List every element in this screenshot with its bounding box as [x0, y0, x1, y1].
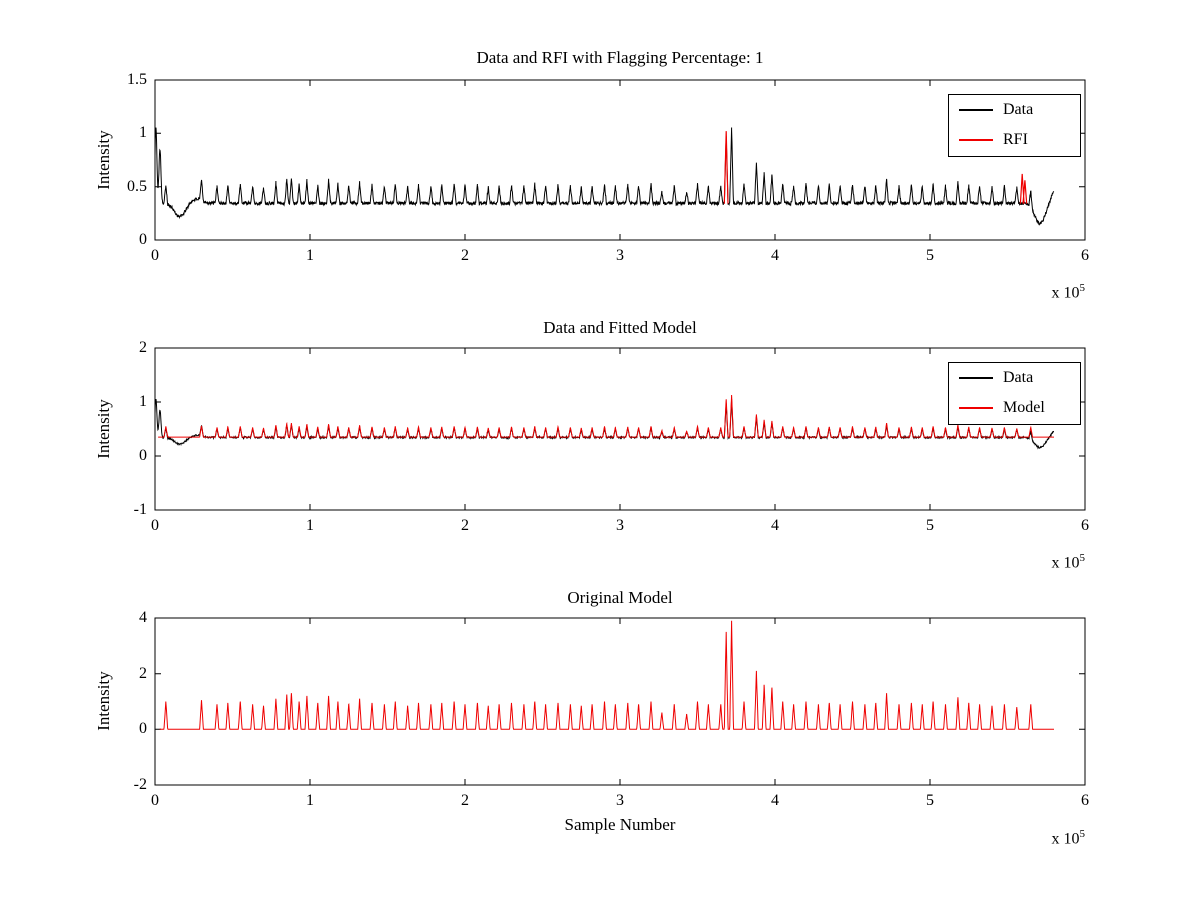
- tick-label: 5: [926, 517, 934, 534]
- tick-label: 4: [771, 517, 779, 534]
- chart-title-bottom: Original Model: [567, 588, 673, 607]
- tick-label: 6: [1081, 517, 1089, 534]
- legend-entry-data: Data: [949, 95, 1080, 125]
- tick-label: 2: [461, 792, 469, 809]
- legend-middle: Data Model: [948, 362, 1081, 425]
- axis-exponent-top: x 105: [1051, 282, 1086, 302]
- tick-label: 4: [771, 247, 779, 264]
- y-axis-label-bottom: Intensity: [94, 671, 113, 731]
- data-line-swatch: [959, 109, 993, 111]
- tick-label: 0: [151, 247, 159, 264]
- rfi-trace: [723, 131, 1028, 204]
- y-axis-label-middle: Intensity: [94, 399, 113, 459]
- tick-label: 3: [616, 247, 624, 264]
- chart-title-middle: Data and Fitted Model: [543, 318, 697, 337]
- tick-label: 4: [139, 609, 147, 626]
- legend-entry-model: Model: [949, 393, 1080, 423]
- legend-label-data: Data: [1003, 369, 1034, 386]
- axes-frame-2: [154, 617, 1086, 786]
- original-model-trace: [159, 620, 1054, 730]
- data-line-swatch: [959, 377, 993, 379]
- tick-label: 1: [306, 517, 314, 534]
- data-trace-top: [154, 127, 1055, 226]
- tick-label: 0: [139, 447, 147, 464]
- legend-label-model: Model: [1003, 399, 1045, 416]
- tick-label: 0: [151, 517, 159, 534]
- legend-label-rfi: RFI: [1003, 131, 1028, 148]
- tick-label: 1: [306, 792, 314, 809]
- axis-exponent-bottom: x 105: [1051, 828, 1086, 848]
- tick-label: 4: [771, 792, 779, 809]
- rfi-line-swatch: [959, 139, 993, 141]
- tick-label: 0: [139, 231, 147, 248]
- tick-label: 5: [926, 247, 934, 264]
- tick-label: -2: [133, 776, 147, 793]
- tick-label: 3: [616, 517, 624, 534]
- tick-label: 1.5: [127, 71, 147, 88]
- tick-label: 1: [306, 247, 314, 264]
- tick-label: 3: [616, 792, 624, 809]
- fitted-model-trace: [158, 394, 1054, 438]
- tick-label: 1: [139, 393, 147, 410]
- x-axis-label: Sample Number: [564, 815, 676, 834]
- tick-label: 2: [461, 517, 469, 534]
- tick-label: 0.5: [127, 177, 147, 195]
- axes-frame-0: [154, 79, 1086, 241]
- tick-label: 6: [1081, 247, 1089, 264]
- legend-entry-rfi: RFI: [949, 125, 1080, 155]
- data-trace-middle: [154, 398, 1054, 450]
- tick-label: 2: [139, 664, 147, 682]
- legend-entry-data: Data: [949, 363, 1080, 393]
- axis-exponent-middle: x 105: [1051, 552, 1086, 572]
- legend-label-data: Data: [1003, 101, 1034, 118]
- model-line-swatch: [959, 407, 993, 409]
- tick-label: 2: [461, 247, 469, 264]
- legend-top: Data RFI: [948, 94, 1081, 157]
- tick-label: 0: [151, 792, 159, 809]
- tick-label: 5: [926, 792, 934, 809]
- tick-label: 0: [139, 720, 147, 738]
- y-axis-label-top: Intensity: [94, 130, 113, 190]
- tick-label: 1: [139, 124, 147, 142]
- tick-label: 6: [1081, 792, 1089, 809]
- tick-label: 2: [139, 339, 147, 356]
- axes-frame-1: [154, 347, 1086, 511]
- chart-title-top: Data and RFI with Flagging Percentage: 1: [476, 48, 764, 67]
- tick-label: -1: [133, 501, 147, 518]
